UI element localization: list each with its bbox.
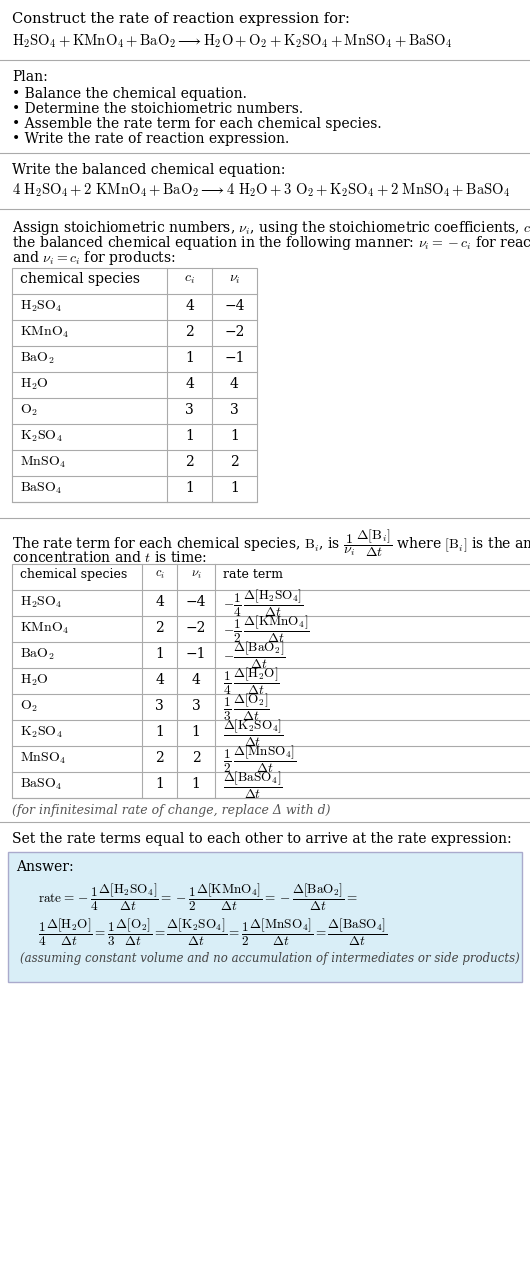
Text: • Balance the chemical equation.: • Balance the chemical equation.	[12, 87, 247, 101]
Text: −2: −2	[224, 325, 245, 339]
Text: 4: 4	[155, 596, 164, 610]
Text: −2: −2	[186, 621, 206, 635]
Text: 1: 1	[155, 777, 164, 791]
Text: • Determine the stoichiometric numbers.: • Determine the stoichiometric numbers.	[12, 102, 303, 116]
Text: concentration and $t$ is time:: concentration and $t$ is time:	[12, 550, 207, 565]
Text: The rate term for each chemical species, $\mathrm{B}_i$, is $\dfrac{1}{\nu_i}\df: The rate term for each chemical species,…	[12, 528, 530, 560]
Text: • Write the rate of reaction expression.: • Write the rate of reaction expression.	[12, 132, 289, 146]
Text: $\mathrm{K_2SO_4}$: $\mathrm{K_2SO_4}$	[20, 725, 63, 740]
Text: 4: 4	[185, 377, 194, 391]
Text: 1: 1	[191, 777, 200, 791]
Text: −1: −1	[186, 647, 206, 661]
Text: $\mathrm{H_2O}$: $\mathrm{H_2O}$	[20, 674, 49, 689]
Text: $\mathrm{4\ H_2SO_4 + 2\ KMnO_4 + BaO_2 \longrightarrow 4\ H_2O + 3\ O_2 + K_2SO: $\mathrm{4\ H_2SO_4 + 2\ KMnO_4 + BaO_2 …	[12, 181, 510, 198]
Text: 1: 1	[230, 481, 239, 495]
Text: $c_i$: $c_i$	[184, 272, 195, 286]
Text: $\mathrm{BaSO_4}$: $\mathrm{BaSO_4}$	[20, 777, 63, 792]
Text: $\mathrm{H_2SO_4 + KMnO_4 + BaO_2 \longrightarrow H_2O + O_2 + K_2SO_4 + MnSO_4 : $\mathrm{H_2SO_4 + KMnO_4 + BaO_2 \longr…	[12, 32, 453, 50]
Text: $\dfrac{1}{4}\,\dfrac{\Delta[\mathrm{H_2O}]}{\Delta t}$: $\dfrac{1}{4}\,\dfrac{\Delta[\mathrm{H_2…	[223, 666, 280, 697]
Text: $-\dfrac{1}{2}\,\dfrac{\Delta[\mathrm{KMnO_4}]}{\Delta t}$: $-\dfrac{1}{2}\,\dfrac{\Delta[\mathrm{KM…	[223, 613, 310, 644]
Text: $\mathrm{BaSO_4}$: $\mathrm{BaSO_4}$	[20, 481, 63, 496]
Text: 3: 3	[192, 699, 200, 713]
Text: $\dfrac{\Delta[\mathrm{K_2SO_4}]}{\Delta t}$: $\dfrac{\Delta[\mathrm{K_2SO_4}]}{\Delta…	[223, 717, 284, 749]
Text: 1: 1	[230, 429, 239, 443]
Text: 2: 2	[155, 751, 164, 766]
Text: $\dfrac{1}{2}\,\dfrac{\Delta[\mathrm{MnSO_4}]}{\Delta t}$: $\dfrac{1}{2}\,\dfrac{\Delta[\mathrm{MnS…	[223, 744, 297, 774]
Text: 3: 3	[185, 403, 194, 417]
Text: Set the rate terms equal to each other to arrive at the rate expression:: Set the rate terms equal to each other t…	[12, 832, 511, 846]
Text: 3: 3	[230, 403, 239, 417]
Text: $\dfrac{1}{4}\dfrac{\Delta[\mathrm{H_2O}]}{\Delta t} = \dfrac{1}{3}\dfrac{\Delta: $\dfrac{1}{4}\dfrac{\Delta[\mathrm{H_2O}…	[38, 918, 387, 948]
Text: 3: 3	[155, 699, 164, 713]
Text: Write the balanced chemical equation:: Write the balanced chemical equation:	[12, 164, 285, 176]
Text: 4: 4	[185, 299, 194, 313]
Text: $\mathrm{H_2SO_4}$: $\mathrm{H_2SO_4}$	[20, 596, 63, 611]
Text: • Assemble the rate term for each chemical species.: • Assemble the rate term for each chemic…	[12, 118, 382, 132]
Text: 1: 1	[191, 725, 200, 739]
Text: chemical species: chemical species	[20, 272, 140, 286]
FancyBboxPatch shape	[12, 268, 257, 502]
Text: $c_i$: $c_i$	[155, 567, 164, 581]
Text: (for infinitesimal rate of change, replace Δ with d): (for infinitesimal rate of change, repla…	[12, 804, 331, 817]
Text: $\mathrm{KMnO_4}$: $\mathrm{KMnO_4}$	[20, 621, 69, 636]
Text: $-\dfrac{1}{4}\,\dfrac{\Delta[\mathrm{H_2SO_4}]}{\Delta t}$: $-\dfrac{1}{4}\,\dfrac{\Delta[\mathrm{H_…	[223, 588, 303, 619]
Text: $\mathrm{BaO_2}$: $\mathrm{BaO_2}$	[20, 351, 55, 367]
Text: 1: 1	[185, 429, 194, 443]
Text: $\dfrac{1}{3}\,\dfrac{\Delta[\mathrm{O_2}]}{\Delta t}$: $\dfrac{1}{3}\,\dfrac{\Delta[\mathrm{O_2…	[223, 691, 270, 722]
Text: chemical species: chemical species	[20, 567, 127, 581]
Text: Construct the rate of reaction expression for:: Construct the rate of reaction expressio…	[12, 12, 350, 26]
Text: (assuming constant volume and no accumulation of intermediates or side products): (assuming constant volume and no accumul…	[20, 952, 520, 965]
FancyBboxPatch shape	[8, 852, 522, 982]
Text: $\mathrm{rate} = -\dfrac{1}{4}\dfrac{\Delta[\mathrm{H_2SO_4}]}{\Delta t} = -\dfr: $\mathrm{rate} = -\dfrac{1}{4}\dfrac{\De…	[38, 882, 358, 912]
Text: $\mathrm{H_2O}$: $\mathrm{H_2O}$	[20, 377, 49, 392]
Text: Plan:: Plan:	[12, 70, 48, 84]
Text: −4: −4	[186, 596, 206, 610]
Text: $\nu_i$: $\nu_i$	[191, 567, 201, 581]
Text: $-\dfrac{\Delta[\mathrm{BaO_2}]}{\Delta t}$: $-\dfrac{\Delta[\mathrm{BaO_2}]}{\Delta …	[223, 639, 286, 671]
Text: −4: −4	[224, 299, 245, 313]
Text: Assign stoichiometric numbers, $\nu_i$, using the stoichiometric coefficients, $: Assign stoichiometric numbers, $\nu_i$, …	[12, 219, 530, 236]
Text: 2: 2	[155, 621, 164, 635]
Text: 1: 1	[185, 481, 194, 495]
Text: 2: 2	[185, 325, 194, 339]
Text: $\mathrm{BaO_2}$: $\mathrm{BaO_2}$	[20, 647, 55, 662]
Text: $\nu_i$: $\nu_i$	[228, 272, 241, 286]
Text: −1: −1	[224, 351, 245, 366]
Text: 1: 1	[185, 351, 194, 366]
Text: $\mathrm{K_2SO_4}$: $\mathrm{K_2SO_4}$	[20, 429, 63, 445]
Text: and $\nu_i = c_i$ for products:: and $\nu_i = c_i$ for products:	[12, 249, 176, 267]
Text: $\dfrac{\Delta[\mathrm{BaSO_4}]}{\Delta t}$: $\dfrac{\Delta[\mathrm{BaSO_4}]}{\Delta …	[223, 769, 283, 800]
Text: 2: 2	[230, 455, 239, 469]
Text: $\mathrm{KMnO_4}$: $\mathrm{KMnO_4}$	[20, 325, 69, 340]
Text: $\mathrm{MnSO_4}$: $\mathrm{MnSO_4}$	[20, 751, 66, 767]
Text: 2: 2	[192, 751, 200, 766]
Text: 4: 4	[230, 377, 239, 391]
Text: 4: 4	[191, 674, 200, 688]
Text: $\mathrm{MnSO_4}$: $\mathrm{MnSO_4}$	[20, 455, 66, 470]
Text: Answer:: Answer:	[16, 860, 74, 874]
Text: 2: 2	[185, 455, 194, 469]
Text: rate term: rate term	[223, 567, 283, 581]
Text: 1: 1	[155, 647, 164, 661]
Text: 1: 1	[155, 725, 164, 739]
Text: $\mathrm{O_2}$: $\mathrm{O_2}$	[20, 403, 38, 418]
FancyBboxPatch shape	[12, 564, 530, 797]
Text: 4: 4	[155, 674, 164, 688]
Text: $\mathrm{O_2}$: $\mathrm{O_2}$	[20, 699, 38, 714]
Text: the balanced chemical equation in the following manner: $\nu_i = -c_i$ for react: the balanced chemical equation in the fo…	[12, 234, 530, 252]
Text: $\mathrm{H_2SO_4}$: $\mathrm{H_2SO_4}$	[20, 299, 63, 314]
